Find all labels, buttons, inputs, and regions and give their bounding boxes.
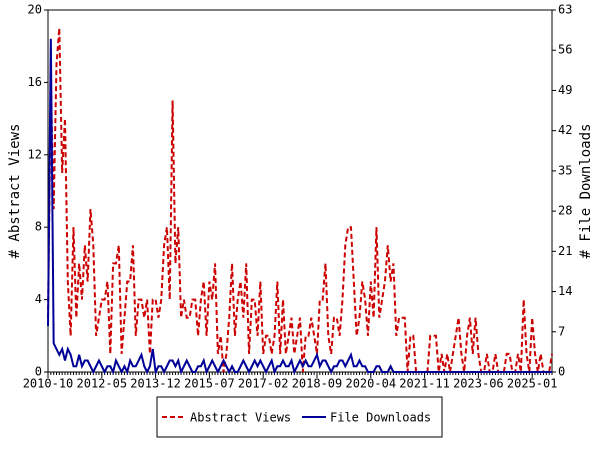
legend-label: Abstract Views bbox=[190, 411, 291, 425]
y2-tick-label: 14 bbox=[558, 284, 572, 298]
legend-label: File Downloads bbox=[330, 411, 431, 425]
y-tick-label: 8 bbox=[35, 220, 42, 234]
y2-tick-label: 28 bbox=[558, 204, 572, 218]
y-tick-label: 16 bbox=[28, 75, 42, 89]
y2-tick-label: 35 bbox=[558, 163, 572, 177]
y-tick-label: 20 bbox=[28, 3, 42, 17]
y2-tick-label: 63 bbox=[558, 3, 572, 17]
x-tick-label: 2025-01 bbox=[507, 377, 558, 391]
y-tick-label: 4 bbox=[35, 292, 42, 306]
y2-tick-label: 56 bbox=[558, 43, 572, 57]
y2-tick-label: 21 bbox=[558, 244, 572, 258]
x-tick-label: 2017-02 bbox=[238, 377, 289, 391]
x-tick-label: 2012-05 bbox=[77, 377, 128, 391]
legend-box bbox=[156, 396, 443, 438]
y-axis-title: # Abstract Views bbox=[7, 124, 23, 259]
x-tick-label: 2021-11 bbox=[399, 377, 450, 391]
x-tick-label: 2010-10 bbox=[23, 377, 74, 391]
x-tick-label: 2013-12 bbox=[130, 377, 181, 391]
series-line bbox=[47, 38, 552, 376]
y2-axis-title: # File Downloads bbox=[578, 124, 594, 259]
y2-tick-label: 7 bbox=[558, 324, 565, 338]
x-tick-label: 2023-06 bbox=[453, 377, 504, 391]
x-tick-label: 2020-04 bbox=[345, 377, 396, 391]
y-tick-label: 0 bbox=[35, 365, 42, 379]
y-tick-label: 12 bbox=[28, 147, 42, 161]
y2-tick-label: 49 bbox=[558, 83, 572, 97]
x-tick-label: 2018-09 bbox=[292, 377, 343, 391]
x-tick-label: 2015-07 bbox=[184, 377, 235, 391]
y2-tick-label: 0 bbox=[558, 365, 565, 379]
series-line bbox=[47, 28, 553, 373]
y2-tick-label: 42 bbox=[558, 123, 572, 137]
